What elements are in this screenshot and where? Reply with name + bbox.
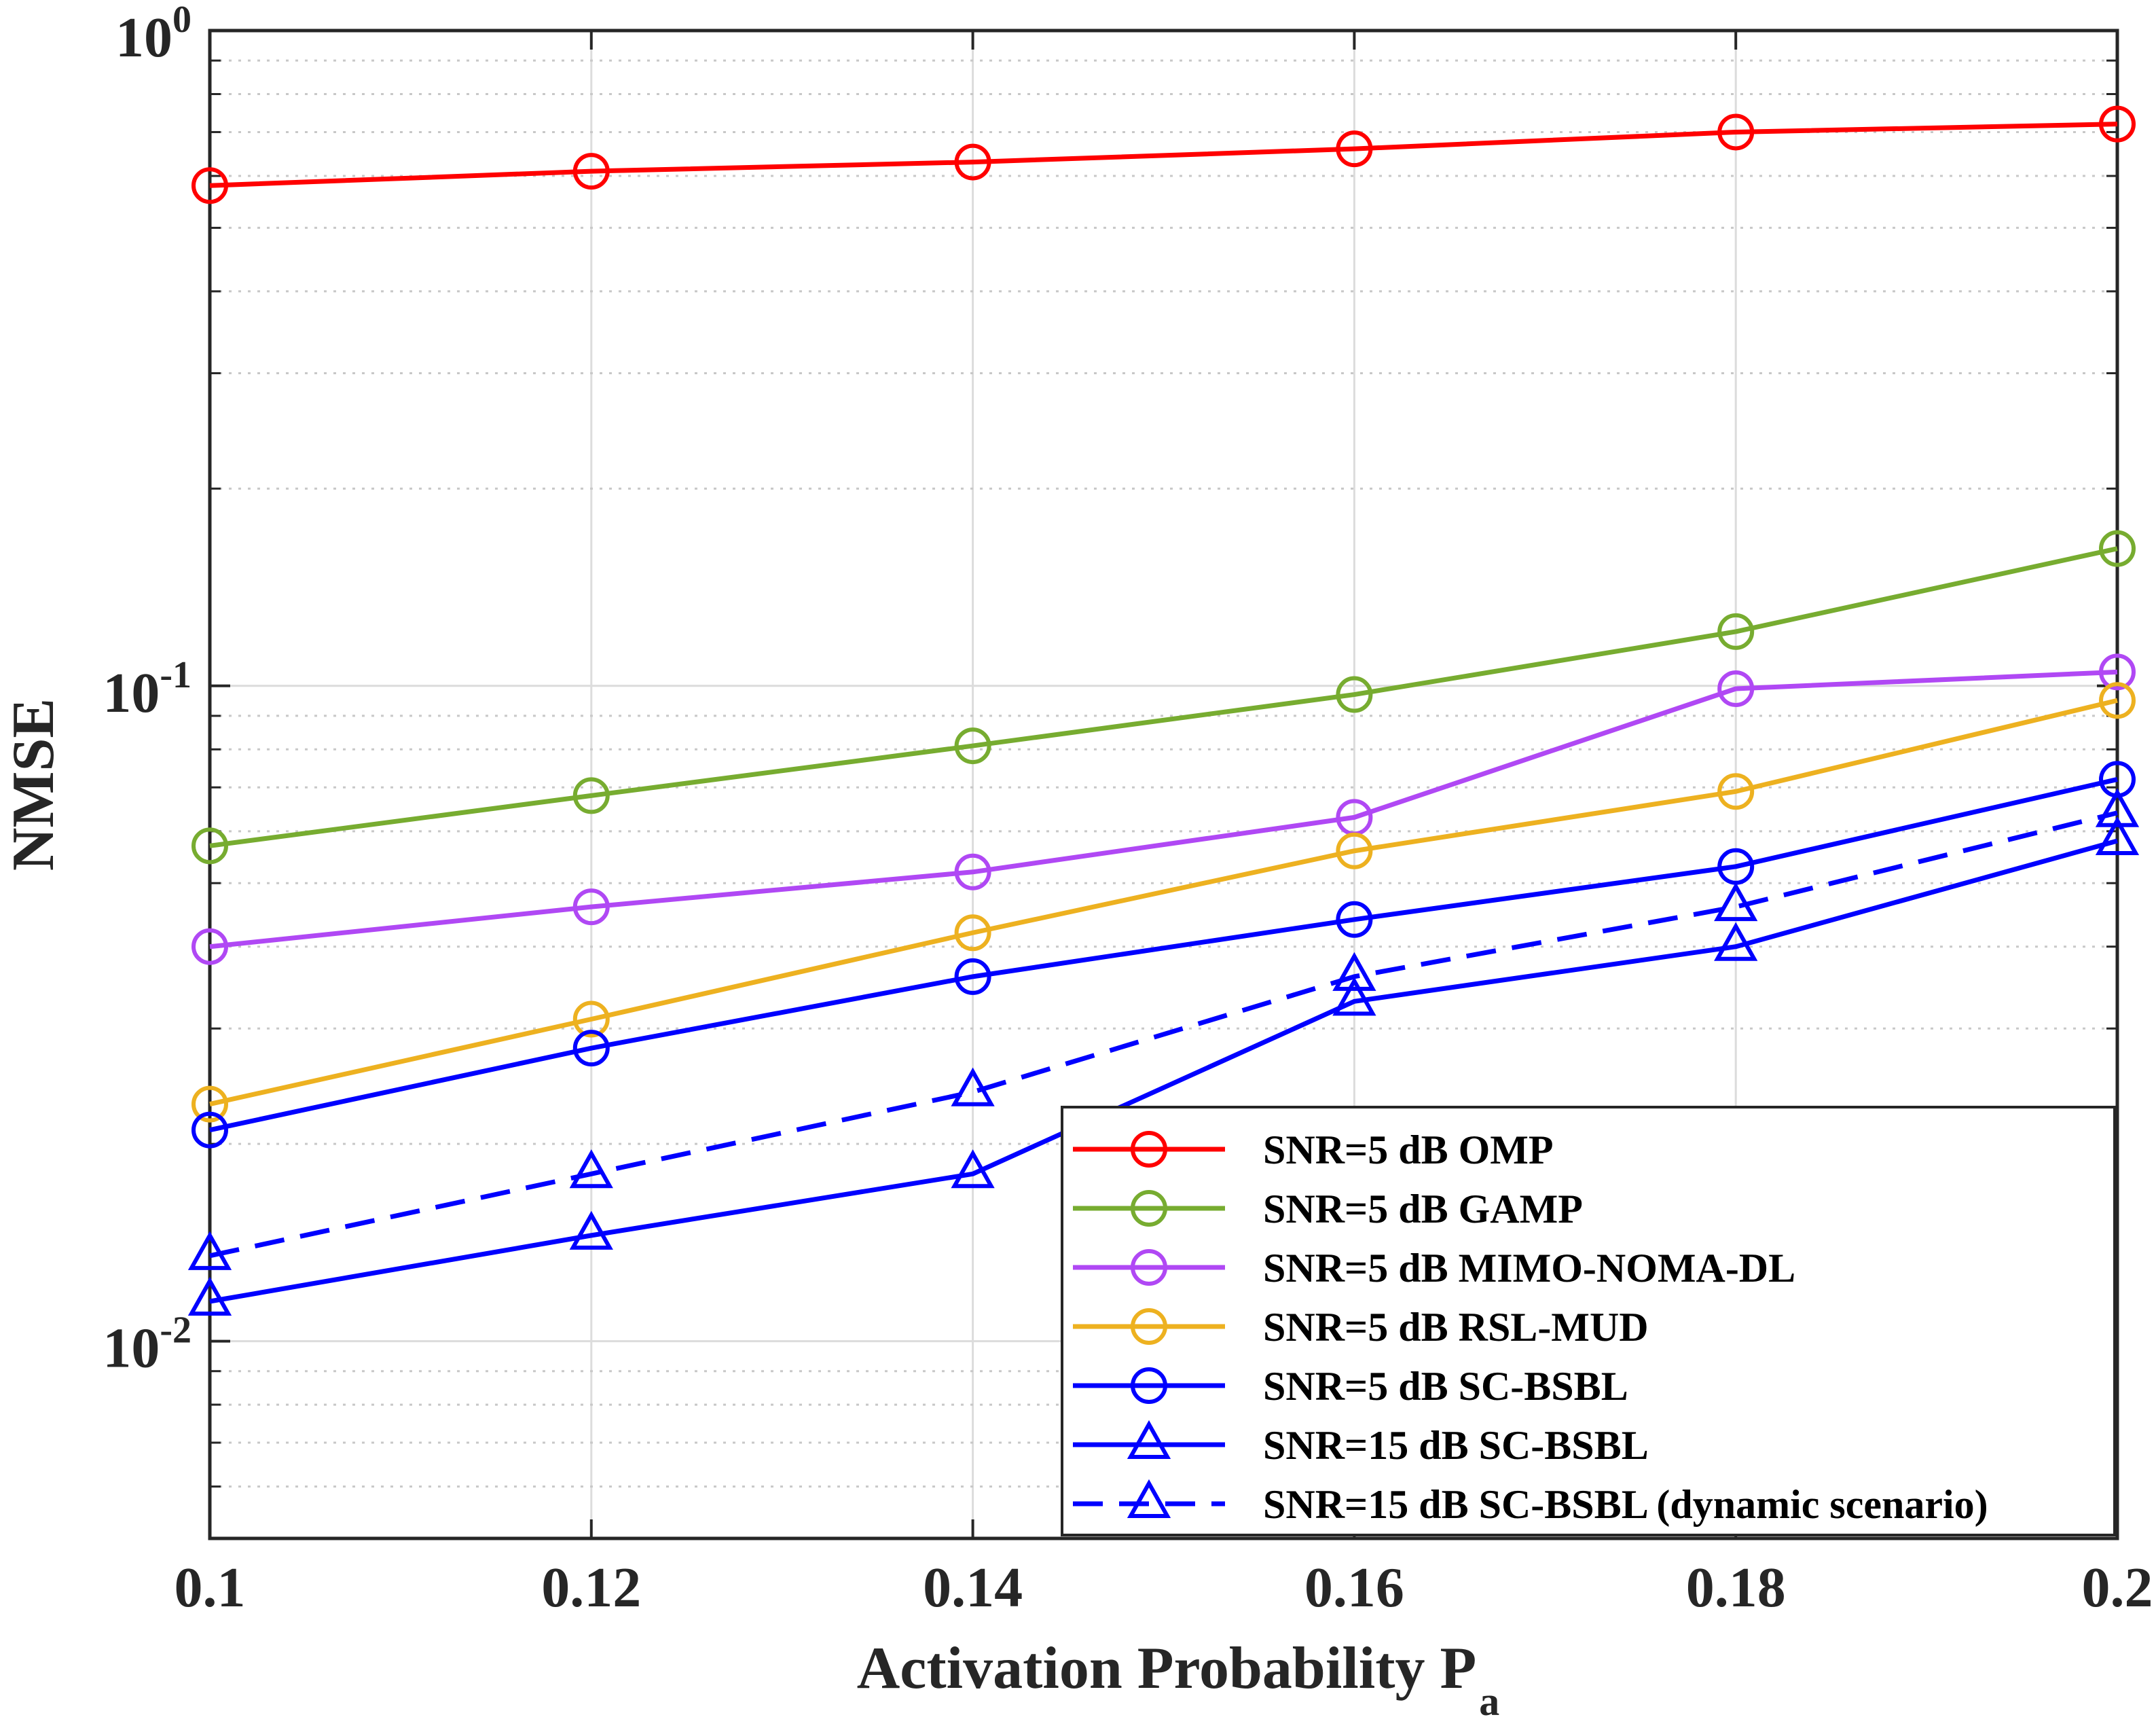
x-tick-label: 0.14 <box>923 1556 1023 1619</box>
y-tick-label-base: 10 <box>103 662 160 725</box>
legend-marker <box>1127 1479 1171 1518</box>
data-point <box>2095 816 2140 856</box>
series-line <box>209 838 2118 1304</box>
data-point <box>1717 670 1755 707</box>
data-point <box>1336 901 1373 938</box>
series-line <box>209 122 2118 188</box>
x-axis-label-symbol: P <box>1440 1636 1477 1701</box>
legend-label: SNR=5 dB SC-BSBL <box>1263 1364 1628 1409</box>
data-point <box>569 1210 613 1250</box>
data-point <box>569 1149 613 1189</box>
legend-marker <box>1131 1190 1167 1227</box>
data-point <box>191 1111 228 1149</box>
data-point <box>1717 773 1755 810</box>
data-point <box>187 1276 232 1316</box>
data-point <box>2099 682 2136 719</box>
y-tick-label-exponent: 0 <box>172 0 191 41</box>
legend-label: SNR=15 dB SC-BSBL (dynamic scenario) <box>1263 1482 1988 1527</box>
y-tick-label-exponent: -2 <box>160 1310 191 1352</box>
y-tick-label-base: 10 <box>103 1317 160 1380</box>
data-point <box>191 1085 228 1123</box>
data-point <box>1336 832 1373 869</box>
data-point <box>1717 113 1755 151</box>
data-point <box>1336 676 1373 713</box>
data-point <box>954 958 991 995</box>
data-point <box>1714 922 1758 961</box>
series-line <box>209 698 2118 1106</box>
series-line <box>209 546 2118 848</box>
data-point <box>2099 653 2136 691</box>
legend-item: SNR=5 dB OMP <box>1073 1127 1554 1172</box>
x-tick-label: 0.12 <box>541 1556 641 1619</box>
data-point <box>191 827 228 865</box>
data-point <box>954 143 991 181</box>
data-point <box>1332 952 1376 991</box>
legend-label: SNR=5 dB OMP <box>1263 1127 1554 1172</box>
legend-box <box>1061 1106 2116 1536</box>
data-point <box>954 914 991 952</box>
legend-item: SNR=15 dB SC-BSBL (dynamic scenario) <box>1073 1479 1988 1527</box>
data-point <box>1336 130 1373 168</box>
data-point <box>572 777 610 814</box>
x-axis-label-text: Activation Probability <box>857 1636 1425 1701</box>
data-point <box>572 1000 610 1038</box>
data-point <box>191 928 228 965</box>
data-point <box>187 1231 232 1270</box>
series-1 <box>191 105 2136 204</box>
legend-marker <box>1131 1367 1167 1404</box>
data-point <box>2099 105 2136 143</box>
y-tick-label: 10-2 <box>103 1310 191 1380</box>
legend-marker <box>1131 1308 1167 1345</box>
x-tick-label: 0.2 <box>2082 1556 2153 1619</box>
series-3 <box>191 653 2136 965</box>
plot-frame <box>208 29 2119 1540</box>
y-tick-label-base: 10 <box>115 6 172 69</box>
series-line <box>209 669 2118 950</box>
data-point <box>1332 977 1376 1016</box>
legend-marker <box>1127 1420 1171 1459</box>
data-point <box>2099 530 2136 567</box>
data-point <box>951 1149 995 1189</box>
y-tick-label-exponent: -1 <box>160 654 191 696</box>
series-7 <box>187 788 2140 1270</box>
y-tick-label: 100 <box>115 0 191 69</box>
legend-label: SNR=5 dB MIMO-NOMA-DL <box>1263 1246 1795 1291</box>
series-line <box>209 777 2118 1133</box>
series-4 <box>191 682 2136 1123</box>
x-axis-label-subscript: a <box>1479 1679 1499 1724</box>
data-point <box>1714 882 1758 922</box>
x-axis-label: Activation Probability Pa <box>857 1636 1500 1724</box>
series-2 <box>191 530 2136 865</box>
data-point <box>191 167 228 204</box>
legend-label: SNR=5 dB RSL-MUD <box>1263 1305 1649 1350</box>
x-tick-label: 0.16 <box>1304 1556 1404 1619</box>
legend-label: SNR=15 dB SC-BSBL <box>1263 1423 1649 1468</box>
legend-item: SNR=5 dB RSL-MUD <box>1073 1305 1649 1350</box>
legend: SNR=5 dB OMP SNR=5 dB GAMP SNR=5 dB MIMO-N… <box>1061 1106 2116 1536</box>
data-point <box>1717 613 1755 650</box>
legend-marker <box>1131 1131 1167 1168</box>
legend-item: SNR=5 dB MIMO-NOMA-DL <box>1073 1246 1795 1291</box>
series-6 <box>187 816 2140 1316</box>
legend-item: SNR=15 dB SC-BSBL <box>1073 1420 1649 1468</box>
legend-label: SNR=5 dB GAMP <box>1263 1187 1583 1231</box>
data-point <box>572 153 610 190</box>
y-axis-label: NMSE <box>1 698 67 871</box>
data-point <box>572 1030 610 1067</box>
data-point <box>951 1067 995 1106</box>
series-line <box>209 810 2118 1259</box>
data-point <box>954 853 991 890</box>
legend-item: SNR=5 dB GAMP <box>1073 1187 1583 1231</box>
data-point <box>954 727 991 765</box>
legend-item: SNR=5 dB SC-BSBL <box>1073 1364 1628 1409</box>
y-tick-label: 10-1 <box>103 654 191 725</box>
x-tick-label: 0.18 <box>1686 1556 1786 1619</box>
series-group <box>187 105 2140 1316</box>
data-point <box>572 888 610 926</box>
x-tick-label: 0.1 <box>175 1556 246 1619</box>
legend-marker <box>1131 1249 1167 1286</box>
data-point <box>2095 788 2140 827</box>
